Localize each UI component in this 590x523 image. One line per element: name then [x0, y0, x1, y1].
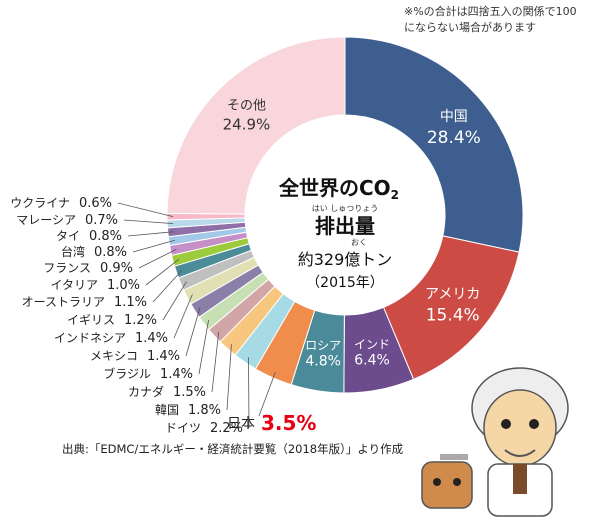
slice-label: マレーシア [16, 213, 76, 227]
slice-label: 台湾 [61, 244, 85, 259]
slice-value: 15.4% [426, 305, 480, 325]
slice-label: ウクライナ [10, 196, 70, 210]
slice-value: 0.6% [79, 196, 112, 211]
plug-eye-right [453, 478, 461, 486]
leader-line [145, 258, 180, 286]
slice-value: 1.4% [147, 349, 180, 364]
slice-label: 日本 [227, 416, 255, 432]
slice-label: オーストラリア [22, 295, 105, 309]
leader-line [127, 231, 174, 237]
slice-value: 0.8% [89, 229, 122, 244]
slice-value: 2.2% [210, 421, 243, 436]
slice-label: インドネシア [54, 331, 126, 345]
leader-line [117, 202, 174, 218]
pie-slices [166, 36, 524, 394]
mouth-shape [504, 449, 536, 457]
slice-value: 3.5% [261, 411, 316, 435]
slice-value: 1.0% [107, 278, 140, 293]
slice-label: イタリア [50, 278, 98, 292]
slice-value: 1.1% [114, 295, 147, 310]
leader-line [138, 248, 177, 269]
plug-prong-left [440, 454, 468, 460]
slice-value: 28.4% [427, 128, 481, 148]
plug-mascot-icon [421, 454, 473, 509]
center-total: 約329億トン [298, 250, 393, 269]
slice-value: 4.8% [305, 353, 341, 369]
leader-line [123, 219, 174, 225]
slice-label: イギリス [67, 313, 115, 327]
slice-label: ロシア [305, 338, 341, 352]
slice-value: 0.7% [85, 213, 118, 228]
center-title-subscript: 2 [391, 188, 399, 202]
professor-mascot-icon [471, 367, 569, 517]
slice-label: ドイツ [165, 421, 201, 435]
slice-value: 1.8% [188, 403, 221, 418]
rounding-note: ※%の合計は四捨五入の関係で100にならない場合があります [404, 5, 577, 34]
slice-label: カナダ [128, 384, 164, 399]
eye-left [501, 419, 511, 429]
leader-line [173, 294, 193, 339]
slice-value: 0.8% [94, 245, 127, 260]
source-citation: 出典:「EDMC/エネルギー・経済統計要覧（2018年版）」より作成 [62, 442, 404, 456]
eye-right [529, 419, 539, 429]
center-year: （2015年） [306, 275, 384, 291]
center-ruby-2: おく [351, 238, 367, 247]
slice-value: 1.4% [135, 331, 168, 346]
center-subtitle: 排出量 [315, 214, 375, 238]
slice-label: フランス [43, 261, 91, 275]
tie-shape [513, 464, 527, 494]
slice-value: 6.4% [354, 352, 390, 368]
plug-eye-left [433, 478, 441, 486]
plug-body [421, 461, 473, 509]
leader-line [248, 357, 250, 429]
slice-label: アメリカ [425, 286, 480, 302]
pie-slice-slice-0 [344, 36, 524, 253]
slice-value: 1.4% [160, 367, 193, 382]
slice-label: タイ [56, 229, 80, 243]
slice-label: ブラジル [103, 366, 151, 381]
slice-value: 24.9% [223, 116, 271, 134]
center-title: 全世界のCO2 [278, 176, 399, 202]
slice-value: 1.2% [124, 313, 157, 328]
slice-label: 中国 [440, 109, 468, 125]
center-ruby: はい しゅつりょう [312, 204, 379, 213]
leader-line [185, 307, 201, 357]
slice-label: メキシコ [90, 349, 138, 363]
leader-line [162, 281, 187, 321]
leader-line [198, 319, 210, 375]
face-shape [483, 389, 557, 467]
slice-value: 0.9% [100, 261, 133, 276]
leader-line [226, 344, 232, 411]
leader-line [258, 372, 276, 417]
leader-line [152, 269, 183, 303]
slice-value: 1.5% [173, 385, 206, 400]
leader-line [211, 331, 220, 393]
slice-label: 韓国 [155, 403, 179, 417]
slice-label: その他 [227, 99, 266, 114]
pie-slice-slice-19 [166, 36, 346, 215]
slice-label: インド [354, 337, 390, 351]
leader-line [132, 239, 175, 253]
